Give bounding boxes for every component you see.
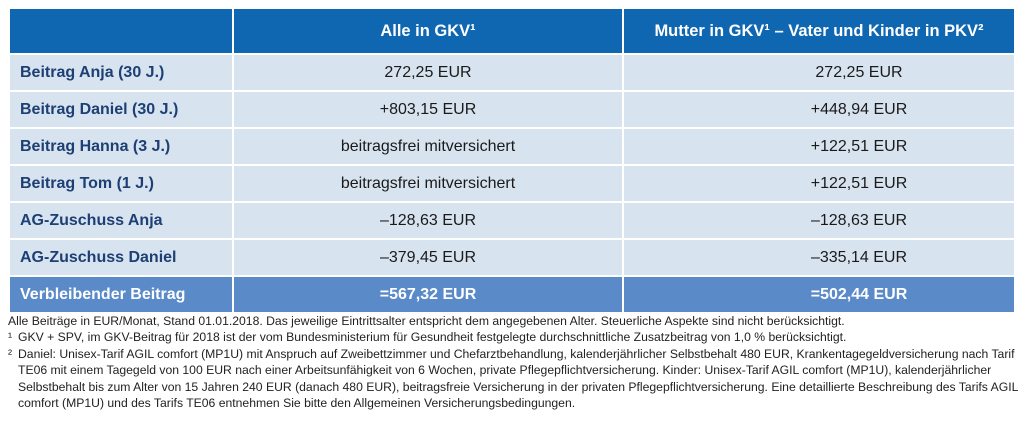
contribution-comparison-table: Alle in GKV¹ Mutter in GKV¹ – Vater und … (8, 7, 1016, 314)
pkv-value-cell: +122,51 EUR (622, 164, 1016, 203)
total-pkv-value: =502,44 EUR (810, 285, 908, 303)
gkv-value-cell: 272,25 EUR (232, 53, 624, 92)
pkv-value: 272,25 EUR (815, 63, 903, 81)
footnote-2-text: Daniel: Unisex-Tarif AGIL comfort (MP1U)… (18, 346, 1018, 411)
gkv-value: beitragsfrei mitversichert (340, 137, 516, 155)
gkv-value-cell: +803,15 EUR (232, 90, 624, 129)
total-gkv-value: =567,32 EUR (379, 285, 477, 303)
total-label: Verbleibender Beitrag (8, 275, 234, 314)
table-row: Beitrag Hanna (3 J.) beitragsfrei mitver… (8, 127, 1016, 166)
header-all-gkv: Alle in GKV¹ (232, 7, 624, 55)
gkv-value: –128,63 EUR (379, 211, 477, 229)
table-header: Alle in GKV¹ Mutter in GKV¹ – Vater und … (8, 7, 1016, 55)
footnote-1-mark: ¹ (8, 330, 13, 345)
row-label: Beitrag Anja (30 J.) (8, 53, 234, 92)
gkv-value-cell: –379,45 EUR (232, 238, 624, 277)
total-pkv-cell: =502,44 EUR (622, 275, 1016, 314)
pkv-value: +122,51 EUR (810, 137, 908, 155)
gkv-value: 272,25 EUR (384, 63, 472, 81)
table-row: AG-Zuschuss Anja –128,63 EUR –128,63 EUR (8, 201, 1016, 240)
gkv-value: +803,15 EUR (379, 100, 477, 118)
header-row: Alle in GKV¹ Mutter in GKV¹ – Vater und … (8, 7, 1016, 55)
gkv-value: –379,45 EUR (379, 248, 477, 266)
total-row: Verbleibender Beitrag =567,32 EUR =502,4… (8, 275, 1016, 314)
footnote-1-text: GKV + SPV, im GKV-Beitrag für 2018 ist d… (18, 330, 847, 345)
footnote-intro: Alle Beiträge in EUR/Monat, Stand 01.01.… (8, 314, 845, 328)
pkv-value: –128,63 EUR (810, 211, 908, 229)
row-label: AG-Zuschuss Daniel (8, 238, 234, 277)
table-row: Beitrag Daniel (30 J.) +803,15 EUR +448,… (8, 90, 1016, 129)
pkv-value: +448,94 EUR (810, 100, 908, 118)
footnotes: Alle Beiträge in EUR/Monat, Stand 01.01.… (8, 313, 1018, 411)
row-label: Beitrag Hanna (3 J.) (8, 127, 234, 166)
row-label: AG-Zuschuss Anja (8, 201, 234, 240)
gkv-value-cell: beitragsfrei mitversichert (232, 127, 624, 166)
footnote-2: ² Daniel: Unisex-Tarif AGIL comfort (MP1… (8, 346, 1018, 412)
row-label: Beitrag Tom (1 J.) (8, 164, 234, 203)
table-body: Beitrag Anja (30 J.) 272,25 EUR 272,25 E… (8, 53, 1016, 314)
pkv-value-cell: +122,51 EUR (622, 127, 1016, 166)
pkv-value: +122,51 EUR (810, 174, 908, 192)
pkv-value-cell: 272,25 EUR (622, 53, 1016, 92)
gkv-value: beitragsfrei mitversichert (340, 174, 516, 192)
pkv-value-cell: +448,94 EUR (622, 90, 1016, 129)
pkv-value-cell: –128,63 EUR (622, 201, 1016, 240)
footnote-1: ¹ GKV + SPV, im GKV-Beitrag für 2018 ist… (8, 329, 1018, 345)
table-row: Beitrag Tom (1 J.) beitragsfrei mitversi… (8, 164, 1016, 203)
header-mother-gkv-father-children-pkv: Mutter in GKV¹ – Vater und Kinder in PKV… (622, 7, 1016, 55)
table-row: AG-Zuschuss Daniel –379,45 EUR –335,14 E… (8, 238, 1016, 277)
pkv-value-cell: –335,14 EUR (622, 238, 1016, 277)
pkv-value: –335,14 EUR (810, 248, 908, 266)
gkv-value-cell: –128,63 EUR (232, 201, 624, 240)
header-empty-cell (8, 7, 234, 55)
contribution-comparison-table-wrapper: Alle in GKV¹ Mutter in GKV¹ – Vater und … (8, 7, 1016, 314)
gkv-value-cell: beitragsfrei mitversichert (232, 164, 624, 203)
table-row: Beitrag Anja (30 J.) 272,25 EUR 272,25 E… (8, 53, 1016, 92)
total-gkv-cell: =567,32 EUR (232, 275, 624, 314)
row-label: Beitrag Daniel (30 J.) (8, 90, 234, 129)
footnote-2-mark: ² (8, 346, 13, 361)
